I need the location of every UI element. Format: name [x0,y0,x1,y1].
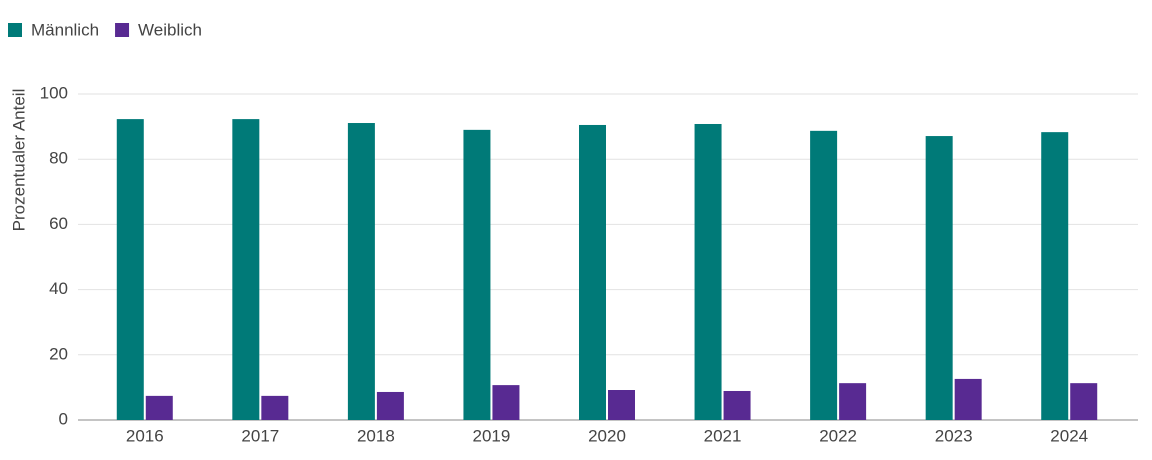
x-tick-label: 2024 [1050,426,1088,445]
x-tick-label: 2022 [819,426,857,445]
bar [376,391,404,420]
bar [116,119,144,421]
bar [810,130,838,420]
bar [1070,383,1098,420]
bar [261,395,289,420]
bar [492,385,520,420]
bar [145,395,173,420]
y-tick-label: 40 [49,279,68,298]
y-tick-label: 0 [59,409,68,428]
y-tick-label: 100 [40,83,68,102]
bar [723,390,751,420]
x-tick-label: 2019 [473,426,511,445]
bar [347,123,375,420]
bar [694,123,722,420]
bar [839,383,867,420]
legend-label: Männlich [31,20,99,39]
bar [579,124,606,420]
x-tick-label: 2018 [357,426,395,445]
x-tick-label: 2023 [935,426,973,445]
legend-swatch [115,23,130,37]
legend-swatch [8,23,22,37]
bar [925,136,953,420]
bar [608,390,635,420]
x-tick-label: 2020 [588,426,626,445]
x-tick-label: 2016 [126,426,164,445]
y-tick-label: 80 [49,149,68,168]
bar [232,119,260,421]
bar [463,129,491,421]
legend-label: Weiblich [138,20,202,39]
bar [954,378,982,420]
y-tick-label: 20 [49,344,68,363]
bar [1041,132,1069,420]
x-tick-label: 2017 [241,426,279,445]
y-tick-label: 60 [49,214,68,233]
y-axis-title: Prozentualer Anteil [9,89,28,232]
x-tick-label: 2021 [704,426,742,445]
